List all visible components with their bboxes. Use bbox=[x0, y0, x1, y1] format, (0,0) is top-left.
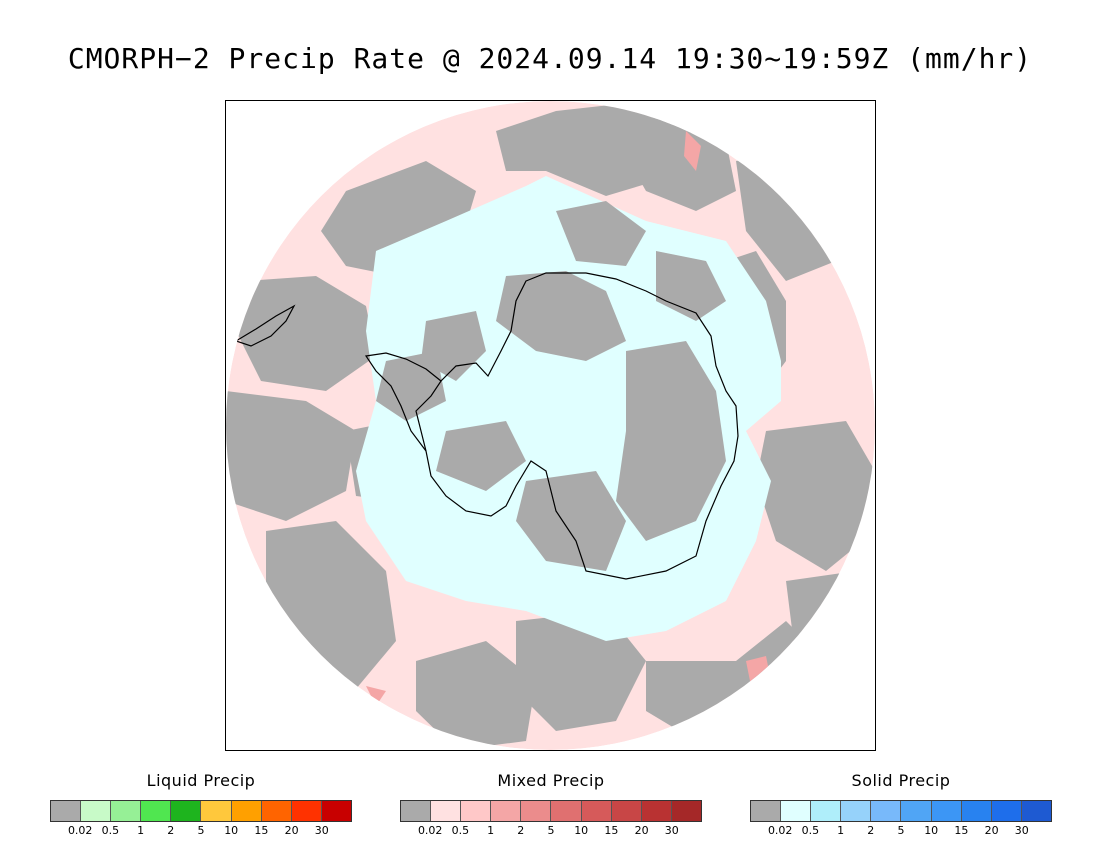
legend-liquid-precip: Liquid Precip 0.02 0.5 1 2 5 10 15 20 30 bbox=[50, 772, 352, 842]
legend-tick-label: 5 bbox=[197, 824, 205, 837]
legend-tick-label: 5 bbox=[547, 824, 555, 837]
legend-tick-label: 15 bbox=[254, 824, 269, 837]
legend-swatch bbox=[321, 801, 351, 821]
legend-swatch bbox=[931, 801, 962, 821]
legend-tick-label: 1 bbox=[487, 824, 495, 837]
legend-swatch bbox=[781, 801, 812, 821]
legend-tick-label: 15 bbox=[604, 824, 619, 837]
legend-tick-label: 0.5 bbox=[451, 824, 470, 837]
legend-tick-label: 10 bbox=[924, 824, 939, 837]
legend-swatch bbox=[611, 801, 642, 821]
legend-tick-label: 20 bbox=[284, 824, 299, 837]
map-title: CMORPH−2 Precip Rate @ 2024.09.14 19:30~… bbox=[67, 42, 1033, 75]
legend-swatch bbox=[961, 801, 992, 821]
legend-tick-label: 30 bbox=[664, 824, 679, 837]
legend-swatch bbox=[171, 801, 202, 821]
legend-swatch bbox=[81, 801, 112, 821]
legend-title: Solid Precip bbox=[851, 771, 951, 790]
legend-tick-label: 2 bbox=[517, 824, 525, 837]
legend-tick-label: 10 bbox=[224, 824, 239, 837]
legend-swatch bbox=[461, 801, 492, 821]
legend-tick-label: 2 bbox=[867, 824, 875, 837]
legend-tick-label: 20 bbox=[634, 824, 649, 837]
legend-ticks: 0.02 0.5 1 2 5 10 15 20 30 bbox=[400, 824, 702, 840]
legend-swatch bbox=[491, 801, 522, 821]
legend-swatch bbox=[901, 801, 932, 821]
legend-swatch bbox=[291, 801, 322, 821]
legend-swatch bbox=[841, 801, 872, 821]
legend-color-bar bbox=[750, 800, 1052, 822]
legend-color-bar bbox=[400, 800, 702, 822]
legend-swatch bbox=[751, 801, 782, 821]
legend-tick-label: 15 bbox=[954, 824, 969, 837]
legend-tick-label: 0.5 bbox=[801, 824, 820, 837]
legend-swatch bbox=[1021, 801, 1051, 821]
legend-ticks: 0.02 0.5 1 2 5 10 15 20 30 bbox=[50, 824, 352, 840]
legend-swatch bbox=[231, 801, 262, 821]
legend-swatch bbox=[111, 801, 142, 821]
legend-swatch bbox=[991, 801, 1022, 821]
legend-title: Liquid Precip bbox=[146, 771, 256, 790]
legend-swatch bbox=[201, 801, 232, 821]
legend-swatch bbox=[811, 801, 842, 821]
legend-color-bar bbox=[50, 800, 352, 822]
precip-field bbox=[226, 101, 875, 750]
legend-swatch bbox=[401, 801, 432, 821]
legend-tick-label: 20 bbox=[984, 824, 999, 837]
legend-swatch bbox=[871, 801, 902, 821]
south-polar-map bbox=[226, 101, 875, 750]
legend-swatch bbox=[141, 801, 172, 821]
legend-tick-label: 1 bbox=[137, 824, 145, 837]
legend-mixed-precip: Mixed Precip 0.02 0.5 1 2 5 10 15 20 30 bbox=[400, 772, 702, 842]
legend-tick-label: 0.02 bbox=[417, 824, 443, 837]
legend-solid-precip: Solid Precip 0.02 0.5 1 2 5 10 15 20 30 bbox=[750, 772, 1052, 842]
legend-tick-label: 10 bbox=[574, 824, 589, 837]
legend-swatch bbox=[671, 801, 701, 821]
continent-trace-areas bbox=[376, 201, 726, 571]
legend-title: Mixed Precip bbox=[497, 771, 605, 790]
legend-swatch bbox=[431, 801, 462, 821]
legend-tick-label: 30 bbox=[1014, 824, 1029, 837]
legend-swatch bbox=[641, 801, 672, 821]
legend-swatch bbox=[261, 801, 292, 821]
legend-tick-label: 0.02 bbox=[67, 824, 93, 837]
legend-tick-label: 0.02 bbox=[767, 824, 793, 837]
antarctica-coastline bbox=[415, 272, 739, 580]
legend-swatch bbox=[51, 801, 82, 821]
legend-swatch bbox=[521, 801, 552, 821]
antarctic-peninsula-coastline bbox=[364, 352, 442, 452]
legend-tick-label: 2 bbox=[167, 824, 175, 837]
south-america-coastline bbox=[234, 304, 296, 347]
legend-tick-label: 5 bbox=[897, 824, 905, 837]
legend-tick-label: 0.5 bbox=[101, 824, 120, 837]
precip-map bbox=[225, 100, 876, 751]
legend-swatch bbox=[581, 801, 612, 821]
legend-ticks: 0.02 0.5 1 2 5 10 15 20 30 bbox=[750, 824, 1052, 840]
legend-tick-label: 1 bbox=[837, 824, 845, 837]
legend-swatch bbox=[551, 801, 582, 821]
trace-precip-areas bbox=[226, 101, 875, 750]
legend-tick-label: 30 bbox=[314, 824, 329, 837]
